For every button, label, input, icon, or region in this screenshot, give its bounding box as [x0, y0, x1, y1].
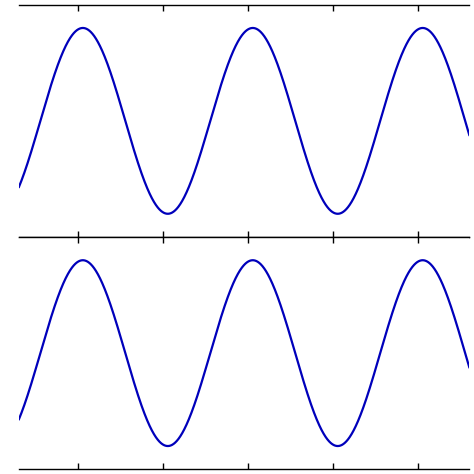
X-axis label: Time [s]: Time [s]	[205, 260, 283, 277]
Title: (a) Inverter Output Voltage: (a) Inverter Output Voltage	[129, 311, 359, 328]
